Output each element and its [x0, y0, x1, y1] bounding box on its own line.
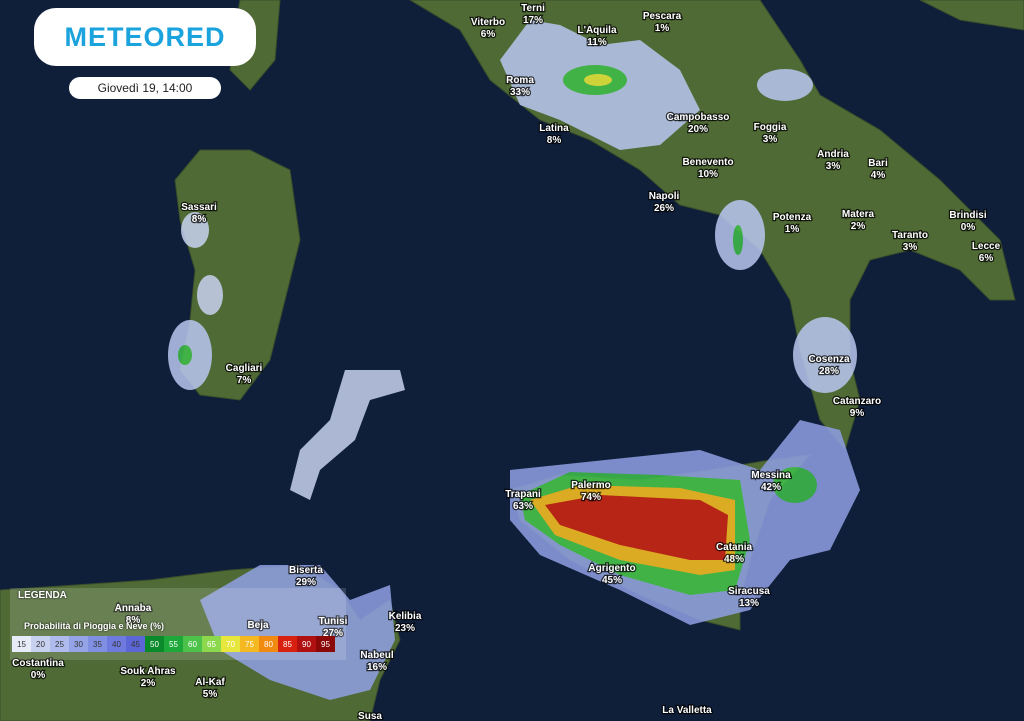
legend-swatch: 75: [240, 636, 259, 652]
city-value: 26%: [654, 203, 674, 214]
city-name: Brindisi: [949, 210, 986, 221]
datetime: Giovedì 19, 14:00: [69, 77, 221, 99]
city-name: Foggia: [754, 122, 787, 133]
place-name: Susa: [358, 711, 382, 721]
city-value: 20%: [688, 124, 708, 135]
city-name: Kelibia: [389, 611, 422, 622]
legend-swatch: 40: [107, 636, 126, 652]
city-name: Taranto: [892, 230, 928, 241]
city-value: 3%: [826, 161, 841, 172]
city-name: Messina: [751, 470, 791, 481]
city-value: 29%: [296, 577, 316, 588]
city-value: 6%: [481, 29, 496, 40]
city-value: 33%: [510, 87, 530, 98]
city-name: Palermo: [571, 480, 610, 491]
legend-swatch: 25: [50, 636, 69, 652]
city-value: 9%: [850, 408, 865, 419]
city-value: 28%: [819, 366, 839, 377]
city-value: 8%: [126, 615, 141, 626]
precipitation: [168, 20, 860, 700]
city-value: 74%: [581, 492, 601, 503]
legend-swatch: 55: [164, 636, 183, 652]
legend-swatch: 85: [278, 636, 297, 652]
city-name: Bari: [868, 158, 888, 169]
city-value: 23%: [395, 623, 415, 634]
place-name: La Valletta: [662, 705, 712, 716]
city-name: Trapani: [505, 489, 541, 500]
legend-title: LEGENDA: [18, 590, 67, 601]
legend-swatch: 60: [183, 636, 202, 652]
legend: LEGENDA Probabilità di Pioggia e Neve (%…: [10, 588, 346, 660]
legend-swatch: 90: [297, 636, 316, 652]
legend-swatch: 20: [31, 636, 50, 652]
legend-swatch: 30: [69, 636, 88, 652]
city-value: 63%: [513, 501, 533, 512]
city-name: Catania: [716, 542, 753, 553]
city-value: 2%: [141, 678, 156, 689]
city-name: Nabeul: [360, 650, 394, 661]
place-name: Beja: [247, 620, 269, 631]
city-name: Napoli: [649, 191, 680, 202]
city-name: Roma: [506, 75, 534, 86]
city-value: 0%: [31, 670, 46, 681]
city-value: 6%: [979, 253, 994, 264]
legend-swatch: 65: [202, 636, 221, 652]
city-name: Souk Ahras: [120, 666, 176, 677]
city-value: 5%: [203, 689, 218, 700]
city-value: 2%: [851, 221, 866, 232]
city-value: 8%: [192, 214, 207, 225]
legend-swatch: 80: [259, 636, 278, 652]
city-name: Siracusa: [728, 586, 770, 597]
city-name: Potenza: [773, 212, 812, 223]
legend-swatch: 45: [126, 636, 145, 652]
city-name: Agrigento: [588, 563, 635, 574]
city-name: Cagliari: [226, 363, 263, 374]
city-value: 48%: [724, 554, 744, 565]
city-value: 1%: [785, 224, 800, 235]
city-name: Pescara: [643, 11, 682, 22]
legend-swatch: 70: [221, 636, 240, 652]
city-name: Catanzaro: [833, 396, 881, 407]
city-value: 3%: [903, 242, 918, 253]
city-name: Latina: [539, 123, 569, 134]
legend-swatch: 95: [316, 636, 335, 652]
city-value: 10%: [698, 169, 718, 180]
city-value: 8%: [547, 135, 562, 146]
legend-swatch: 15: [12, 636, 31, 652]
city-name: Benevento: [682, 157, 733, 168]
city-value: 11%: [587, 37, 607, 48]
legend-scale: 15 20 25 30 35 40 45 50 55 60 65 70 75 80 85 90 95: [12, 636, 335, 652]
legend-subtitle: Probabilità di Pioggia e Neve (%): [24, 621, 165, 631]
logo: METEORED: [34, 8, 256, 66]
city-value: 7%: [237, 375, 252, 386]
city-value: 45%: [602, 575, 622, 586]
city-name: Biserta: [289, 565, 323, 576]
city-name: Terni: [521, 3, 545, 14]
city-value: 3%: [763, 134, 778, 145]
city-value: 13%: [739, 598, 759, 609]
city-value: 0%: [961, 222, 976, 233]
city-name: Andria: [817, 149, 849, 160]
city-name: Costantina: [12, 658, 64, 669]
city-name: L'Aquila: [577, 25, 616, 36]
city-name: Lecce: [972, 241, 1001, 252]
city-name: Viterbo: [471, 17, 505, 28]
legend-swatch: 35: [88, 636, 107, 652]
city-value: 42%: [761, 482, 781, 493]
city-value: 16%: [367, 662, 387, 673]
city-value: 1%: [655, 23, 670, 34]
city-name: Campobasso: [667, 112, 730, 123]
city-name: Annaba: [115, 603, 152, 614]
legend-swatch: 50: [145, 636, 164, 652]
city-name: Tunisi: [319, 616, 348, 627]
city-name: Al-Kaf: [195, 677, 225, 688]
city-name: Sassari: [181, 202, 217, 213]
city-value: 17%: [523, 15, 543, 26]
city-name: Matera: [842, 209, 875, 220]
city-value: 4%: [871, 170, 886, 181]
city-name: Cosenza: [808, 354, 850, 365]
